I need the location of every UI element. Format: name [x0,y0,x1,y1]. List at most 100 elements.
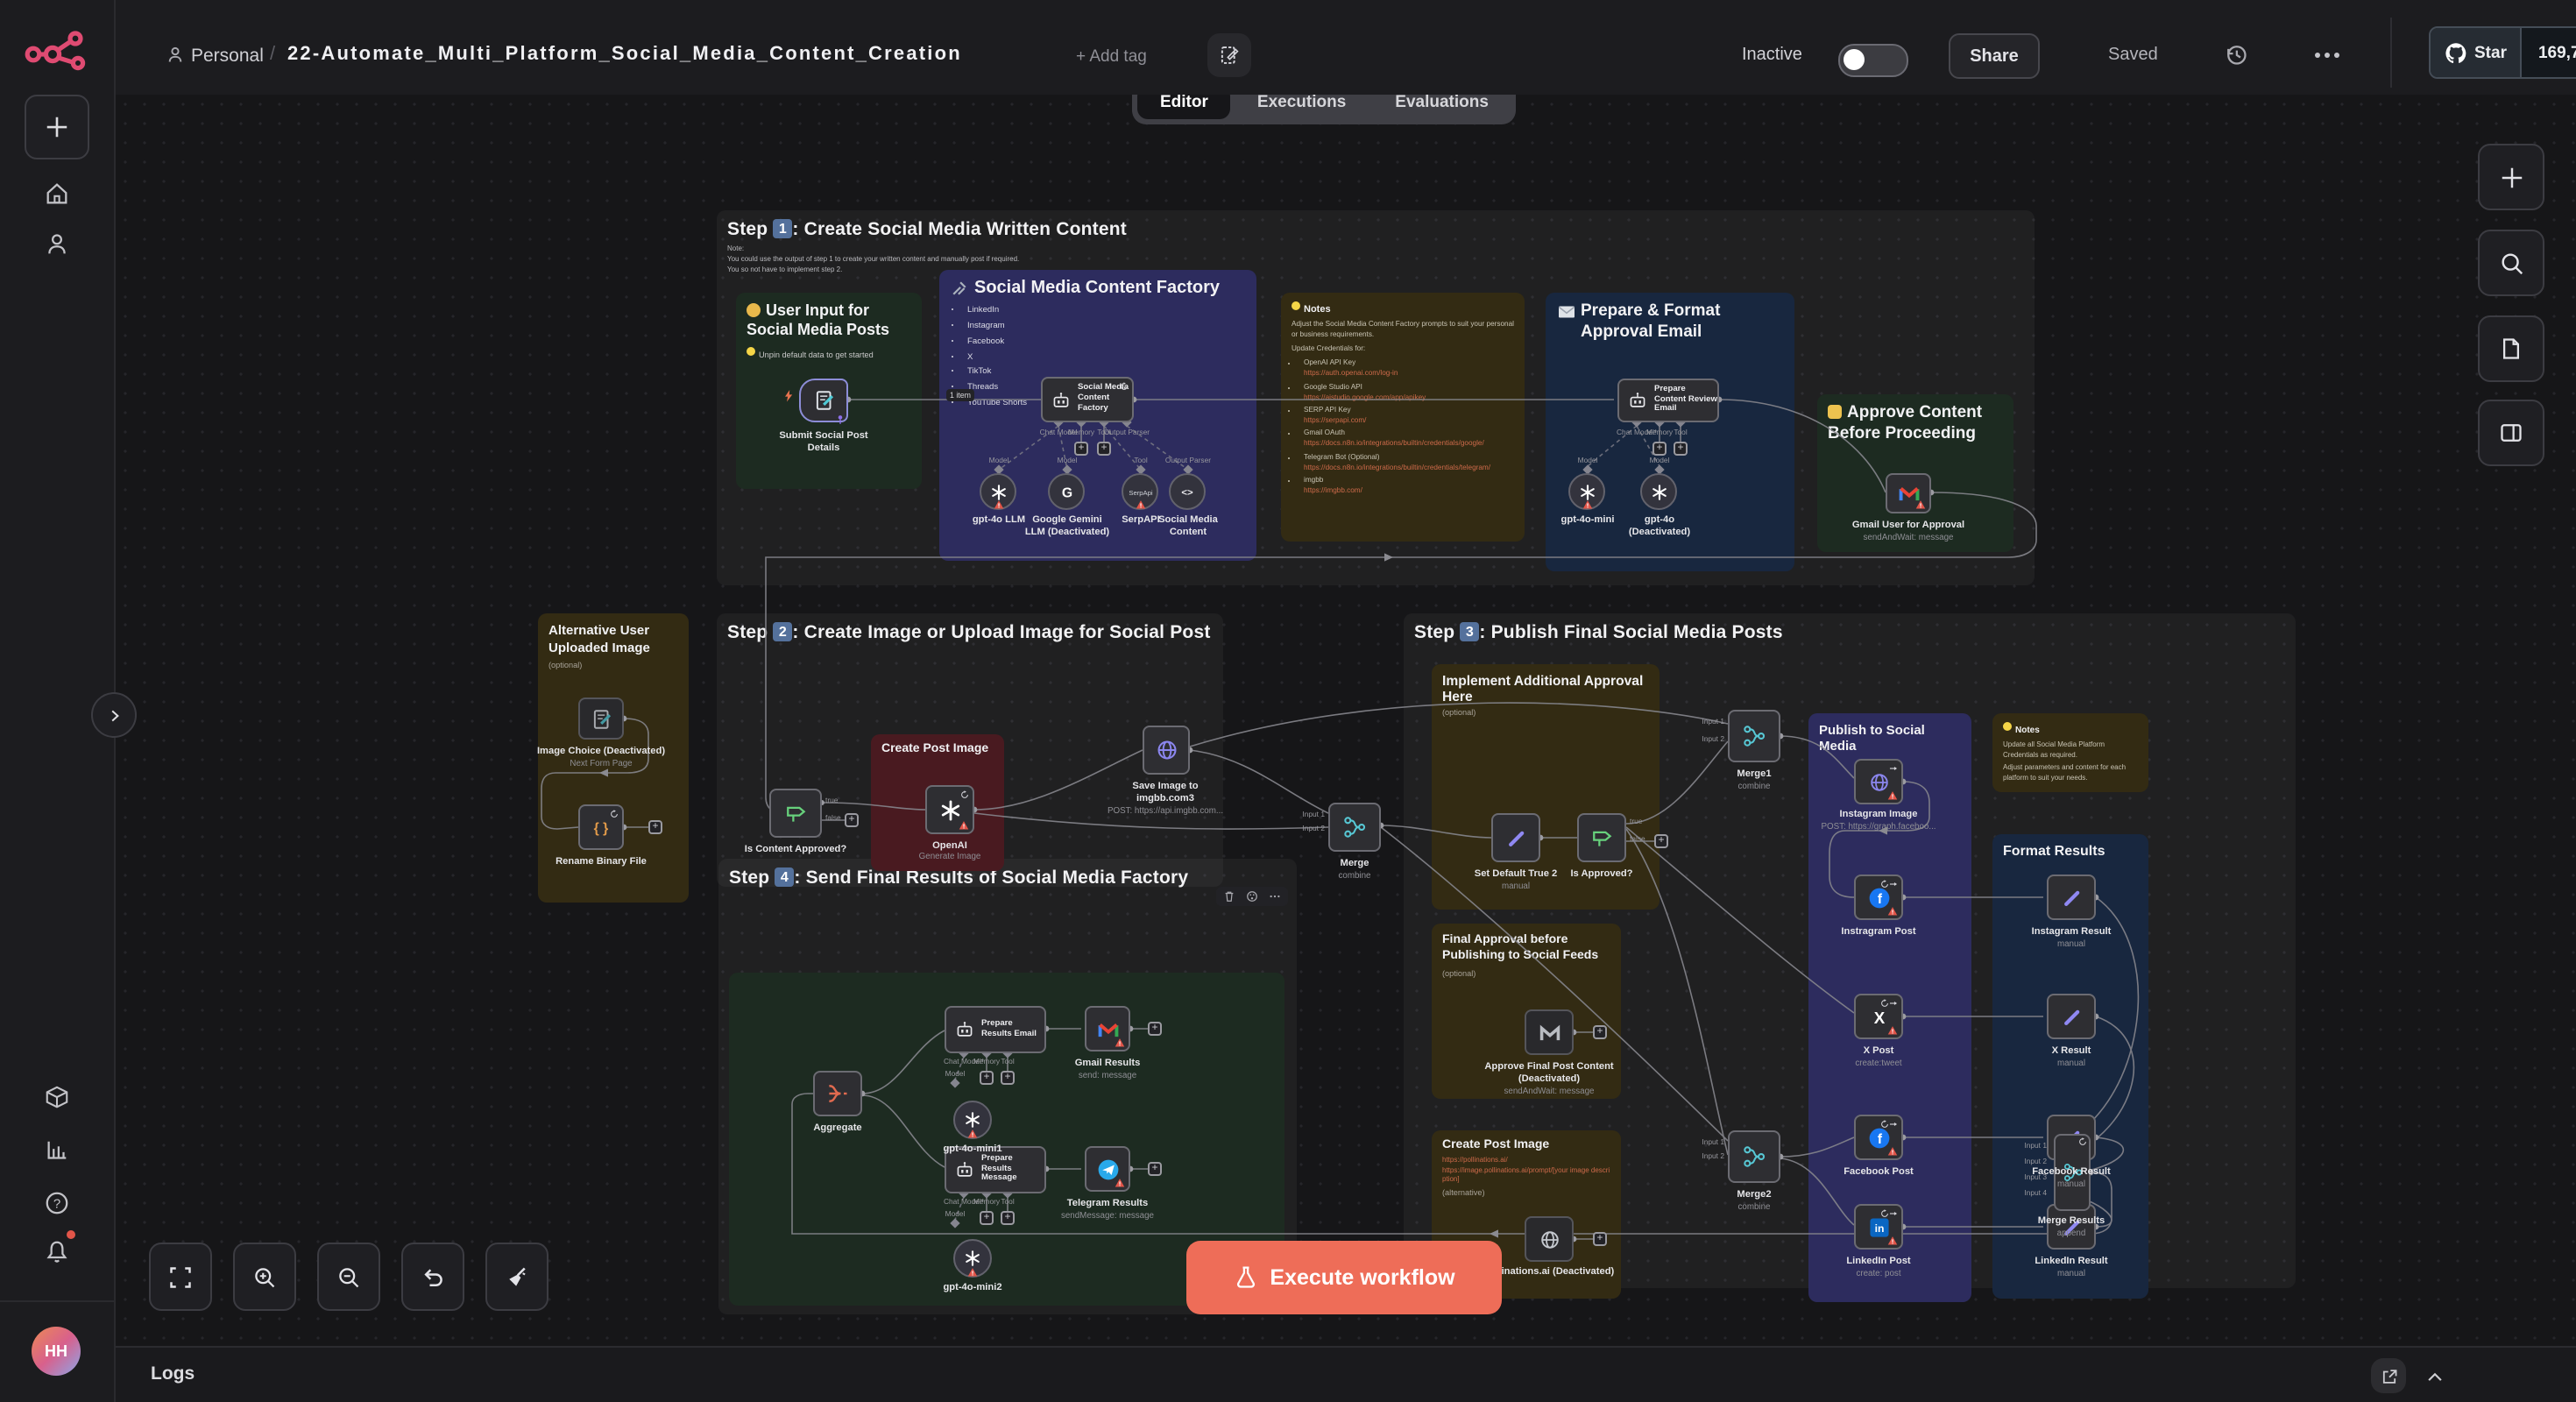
node-set-default-true[interactable] [1491,813,1540,862]
sticky-additional-approval[interactable]: Implement Additional Approval Here (opti… [1432,664,1660,910]
canvas-search-button[interactable] [2478,230,2544,296]
tab-executions[interactable]: Executions [1256,93,1347,112]
canvas-templates-button[interactable] [2478,315,2544,382]
node-prepare-results-email[interactable]: Prepare Results Email [945,1006,1046,1053]
sidebar-divider [0,1300,114,1302]
zoom-in-button[interactable] [233,1243,296,1311]
node-gmail-results[interactable] [1085,1006,1130,1052]
node-gpt4o-llm[interactable] [980,473,1016,510]
logs-panel[interactable]: Logs [116,1346,2576,1402]
breadcrumb-project[interactable]: Personal [191,46,264,67]
zoom-out-button[interactable] [317,1243,380,1311]
node-content-factory[interactable]: Social Media Content Factory [1041,377,1134,422]
node-gpt4o-mini2[interactable] [953,1239,992,1278]
node-rename-binary[interactable] [578,804,624,850]
tab-evaluations[interactable]: Evaluations [1395,93,1489,112]
node-gpt4o-mini1[interactable] [953,1101,992,1139]
node-aggregate[interactable] [813,1071,862,1116]
node-is-approved[interactable] [1577,813,1626,862]
add-node-button[interactable] [1148,1162,1162,1176]
collapse-logs-icon[interactable] [2425,1367,2445,1386]
canvas-panel-button[interactable] [2478,400,2544,466]
workflow-title[interactable]: 22-Automate_Multi_Platform_Social_Media_… [287,44,962,65]
sticky-approval-email[interactable]: Prepare & Format Approval Email [1546,293,1794,571]
node-x-result[interactable] [2047,994,2096,1039]
sticky-user-input[interactable]: User Input for Social Media Posts Unpin … [736,293,922,489]
add-memory-button[interactable] [1074,442,1088,456]
add-node-button[interactable] [1148,1022,1162,1036]
node-instagram-post[interactable] [1854,874,1903,920]
zoom-fit-button[interactable] [149,1243,212,1311]
trash-icon[interactable] [1223,890,1235,903]
node-social-media-content[interactable] [1169,473,1206,510]
node-merge-results[interactable] [2054,1134,2091,1211]
chart-icon [47,1141,67,1159]
node-merge2[interactable] [1728,1130,1780,1183]
node-prepare-results-message[interactable]: Prepare Results Message [945,1146,1046,1193]
github-star-widget[interactable]: Star 169,757 [2429,26,2576,79]
node-openai-image[interactable] [925,785,974,834]
active-toggle[interactable] [1838,44,1908,77]
add-tool-button[interactable] [1674,442,1688,456]
node-save-imgbb[interactable] [1143,726,1190,775]
node-x-post[interactable] [1854,994,1903,1039]
add-tool-button[interactable] [1001,1211,1015,1225]
sticky-alternative-image[interactable]: Alternative User Uploaded Image (optiona… [538,613,689,903]
node-linkedin-post[interactable] [1854,1204,1903,1250]
github-icon [2445,42,2466,63]
add-memory-button[interactable] [980,1211,994,1225]
node-google-gemini[interactable] [1048,473,1085,510]
sticky-credential-notes[interactable]: Notes Adjust the Social Media Content Fa… [1281,293,1525,542]
add-tool-button[interactable] [1097,442,1111,456]
node-merge1[interactable] [1728,710,1780,762]
more-icon[interactable] [1269,890,1281,903]
add-tool-button[interactable] [1001,1071,1015,1085]
sticky-toolbar[interactable] [1216,887,1288,906]
node-serpapi[interactable] [1122,473,1158,510]
sidebar-templates-button[interactable] [25,1066,89,1130]
execute-workflow-button[interactable]: Execute workflow [1186,1241,1502,1314]
sticky-platform-notes[interactable]: Notes Update all Social Media Platform C… [1992,713,2148,792]
share-button[interactable]: Share [1949,33,2040,79]
node-facebook-post[interactable] [1854,1115,1903,1160]
undo-button[interactable] [401,1243,464,1311]
sidebar-notifications-button[interactable] [25,1220,89,1285]
node-pollinations[interactable] [1525,1216,1574,1262]
sidebar-home-button[interactable] [25,161,89,226]
node-instagram-image[interactable] [1854,759,1903,804]
node-linkedin-result[interactable] [2047,1204,2096,1250]
node-instagram-result[interactable] [2047,874,2096,920]
node-telegram-results[interactable] [1085,1146,1130,1192]
sidebar-insights-button[interactable] [25,1118,89,1183]
history-icon[interactable] [2224,42,2248,67]
n8n-logo-icon[interactable] [25,26,88,72]
add-node-button[interactable] [1593,1025,1607,1039]
add-node-button[interactable] [648,820,662,834]
node-gpt4o-mini[interactable] [1568,473,1605,510]
workflow-notes-button[interactable] [1207,33,1251,77]
tidy-up-button[interactable] [485,1243,548,1311]
add-memory-button[interactable] [1652,442,1667,456]
node-gmail-user-approval[interactable] [1886,473,1931,513]
add-tag-button[interactable]: + Add tag [1076,47,1147,67]
palette-icon[interactable] [1246,890,1258,903]
sidebar-personal-button[interactable] [25,212,89,277]
canvas-add-node-button[interactable] [2478,144,2544,210]
node-merge[interactable] [1328,803,1381,852]
node-approve-final-post[interactable] [1525,1009,1574,1055]
node-is-content-approved[interactable] [769,789,822,838]
sidebar-create-button[interactable] [25,95,89,159]
node-prepare-review-email[interactable]: Prepare Content Review Email [1617,379,1719,422]
add-memory-button[interactable] [980,1071,994,1085]
avatar[interactable]: HH [32,1327,81,1376]
add-node-button[interactable] [845,813,859,827]
node-submit-social-post[interactable] [799,379,848,422]
logs-popout-button[interactable] [2371,1358,2406,1393]
more-options-icon[interactable] [2313,51,2341,60]
node-gpt4o[interactable] [1640,473,1677,510]
add-node-button[interactable] [1654,834,1668,848]
node-image-choice[interactable] [578,697,624,740]
add-node-button[interactable] [1593,1232,1607,1246]
sidebar-expand-button[interactable] [91,692,137,738]
sidebar-help-button[interactable]: ? [25,1171,89,1236]
